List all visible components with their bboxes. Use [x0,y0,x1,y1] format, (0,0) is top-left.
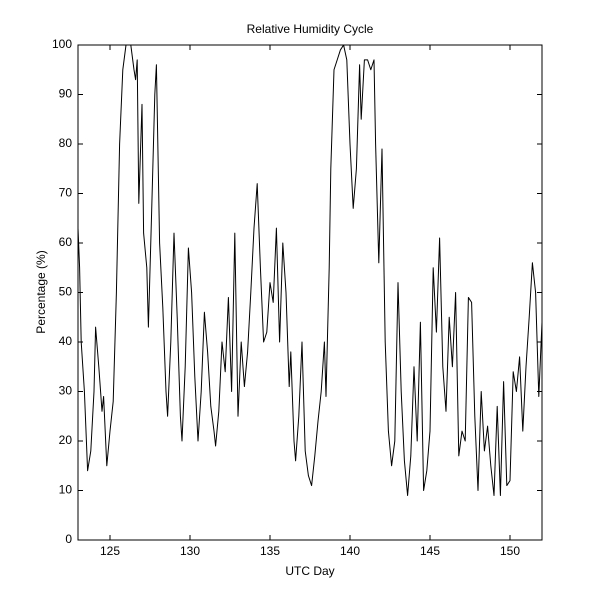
x-tick-label: 145 [420,544,440,558]
x-tick-label: 140 [340,544,360,558]
y-tick-label: 40 [59,334,73,348]
y-tick-label: 90 [59,87,73,101]
y-axis-label: Percentage (%) [34,250,48,333]
y-tick-label: 30 [59,384,73,398]
x-tick-label: 135 [260,544,280,558]
y-tick-label: 80 [59,136,73,150]
y-tick-label: 60 [59,235,73,249]
y-tick-label: 20 [59,433,73,447]
y-tick-label: 0 [65,532,72,546]
y-tick-label: 10 [59,483,73,497]
y-tick-label: 100 [52,37,72,51]
y-tick-label: 50 [59,285,73,299]
x-tick-label: 130 [180,544,200,558]
data-line [77,44,543,496]
y-tick-label: 70 [59,186,73,200]
x-axis-label: UTC Day [285,564,334,578]
x-tick-label: 125 [100,544,120,558]
plot-frame [77,44,543,541]
chart-title: Relative Humidity Cycle [247,22,374,36]
x-tick-label: 150 [500,544,520,558]
